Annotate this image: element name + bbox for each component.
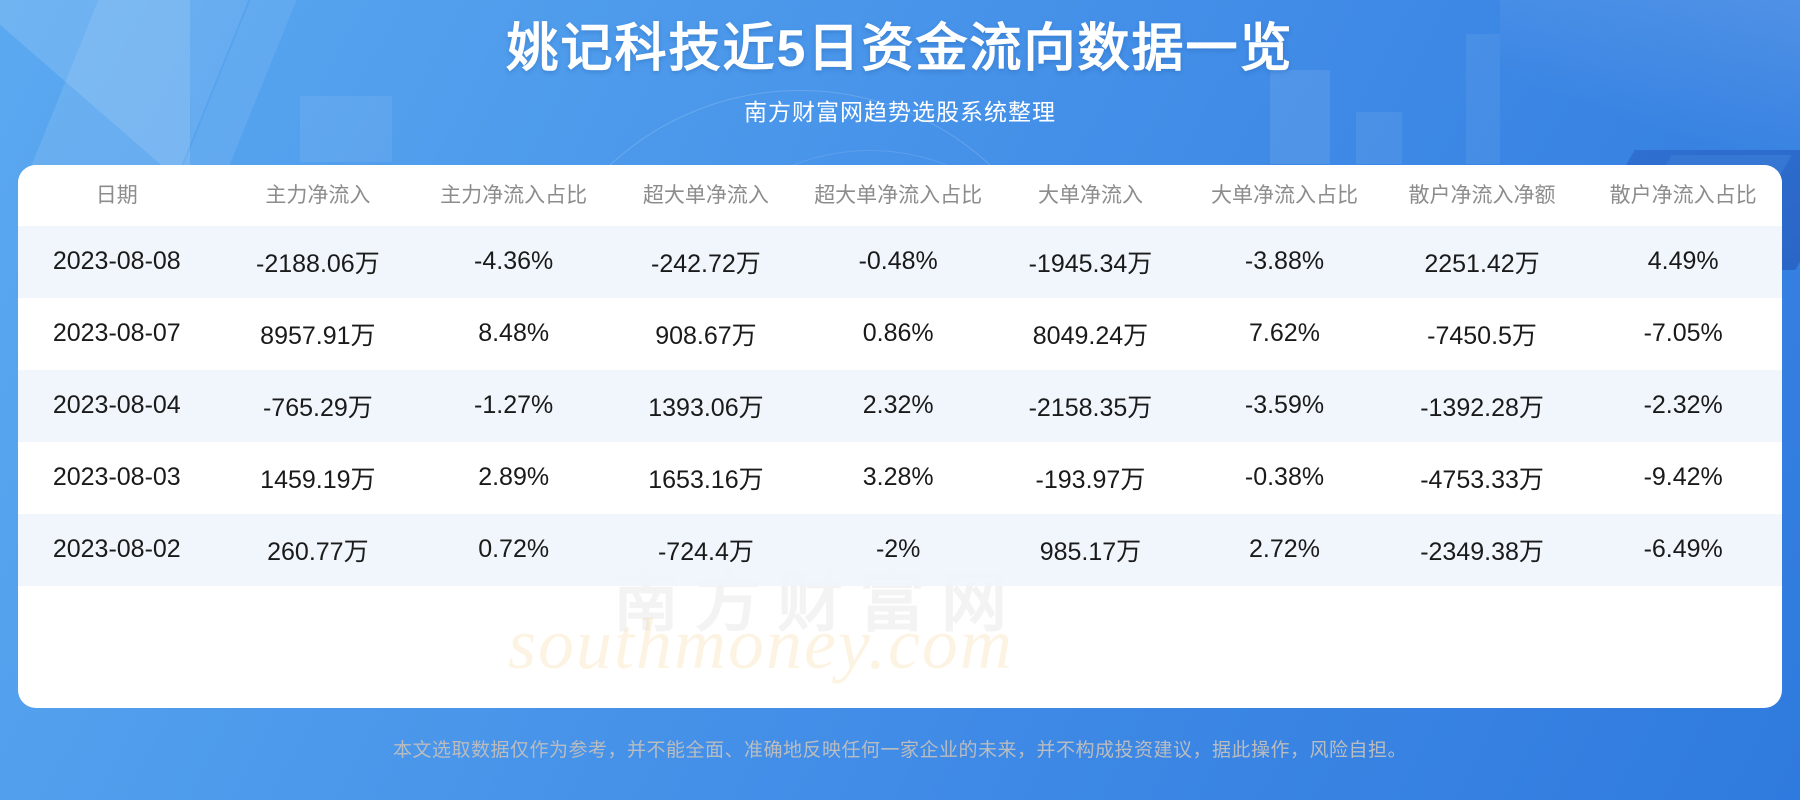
cell-date: 2023-08-08 xyxy=(18,225,216,298)
table-body: 2023-08-08 -2188.06万 -4.36% -242.72万 -0.… xyxy=(18,225,1782,586)
cell-xl-pct: 3.28% xyxy=(804,441,992,514)
cell-main-net: 1459.19万 xyxy=(215,441,421,514)
page-title: 姚记科技近5日资金流向数据一览 xyxy=(506,20,1294,78)
column-header-main-pct: 主力净流入占比 xyxy=(420,165,608,226)
cell-date: 2023-08-02 xyxy=(18,513,216,586)
cell-xl-pct: 2.32% xyxy=(804,369,992,442)
data-table-card: 南方财富网 southmoney.com 日期 主力净流入 主力净流入占比 超大… xyxy=(18,165,1782,708)
cell-main-pct: 2.89% xyxy=(420,441,608,514)
cell-xl-pct: 0.86% xyxy=(804,297,992,370)
cell-retail-net: 2251.42万 xyxy=(1379,225,1585,298)
cell-lg-net: -1945.34万 xyxy=(991,225,1190,298)
cell-lg-net: 8049.24万 xyxy=(991,297,1190,370)
banner-header: 姚记科技近5日资金流向数据一览 南方财富网趋势选股系统整理 xyxy=(0,0,1800,128)
cell-xl-net: -242.72万 xyxy=(607,225,805,298)
cell-date: 2023-08-03 xyxy=(18,441,216,514)
column-header-main-net: 主力净流入 xyxy=(215,165,421,226)
table-header: 日期 主力净流入 主力净流入占比 超大单净流入 超大单净流入占比 大单净流入 大… xyxy=(18,165,1782,226)
table-row: 2023-08-08 -2188.06万 -4.36% -242.72万 -0.… xyxy=(18,225,1782,298)
money-flow-table: 日期 主力净流入 主力净流入占比 超大单净流入 超大单净流入占比 大单净流入 大… xyxy=(18,165,1782,586)
table-row: 2023-08-02 260.77万 0.72% -724.4万 -2% 985… xyxy=(18,513,1782,586)
cell-lg-net: -193.97万 xyxy=(991,441,1190,514)
column-header-lg-pct: 大单净流入占比 xyxy=(1189,165,1380,226)
cell-xl-pct: -0.48% xyxy=(804,225,992,298)
page-subtitle: 南方财富网趋势选股系统整理 xyxy=(744,99,1056,126)
column-header-retail-pct: 散户净流入占比 xyxy=(1584,165,1782,226)
cell-main-pct: -1.27% xyxy=(420,369,608,442)
column-header-date: 日期 xyxy=(18,165,216,226)
cell-retail-pct: -9.42% xyxy=(1584,441,1782,514)
cell-main-pct: -4.36% xyxy=(420,225,608,298)
cell-main-net: 8957.91万 xyxy=(215,297,421,370)
cell-xl-net: 1393.06万 xyxy=(607,369,805,442)
cell-main-net: -765.29万 xyxy=(215,369,421,442)
cell-main-net: 260.77万 xyxy=(215,513,421,586)
column-header-xl-pct: 超大单净流入占比 xyxy=(804,165,992,226)
cell-retail-net: -4753.33万 xyxy=(1379,441,1585,514)
cell-main-pct: 0.72% xyxy=(420,513,608,586)
cell-lg-pct: -3.88% xyxy=(1189,225,1380,298)
column-header-retail-net: 散户净流入净额 xyxy=(1379,165,1585,226)
cell-date: 2023-08-04 xyxy=(18,369,216,442)
cell-main-pct: 8.48% xyxy=(420,297,608,370)
table-header-row: 日期 主力净流入 主力净流入占比 超大单净流入 超大单净流入占比 大单净流入 大… xyxy=(18,165,1782,226)
cell-retail-net: -1392.28万 xyxy=(1379,369,1585,442)
cell-retail-pct: -2.32% xyxy=(1584,369,1782,442)
column-header-xl-net: 超大单净流入 xyxy=(607,165,805,226)
cell-main-net: -2188.06万 xyxy=(215,225,421,298)
cell-xl-net: 908.67万 xyxy=(607,297,805,370)
cell-lg-pct: -0.38% xyxy=(1189,441,1380,514)
cell-lg-pct: -3.59% xyxy=(1189,369,1380,442)
cell-retail-pct: 4.49% xyxy=(1584,225,1782,298)
cell-retail-pct: -6.49% xyxy=(1584,513,1782,586)
cell-xl-net: 1653.16万 xyxy=(607,441,805,514)
cell-lg-pct: 2.72% xyxy=(1189,513,1380,586)
cell-xl-net: -724.4万 xyxy=(607,513,805,586)
table-row: 2023-08-03 1459.19万 2.89% 1653.16万 3.28%… xyxy=(18,441,1782,514)
cell-retail-net: -7450.5万 xyxy=(1379,297,1585,370)
cell-lg-net: 985.17万 xyxy=(991,513,1190,586)
disclaimer-text: 本文选取数据仅作为参考，并不能全面、准确地反映任何一家企业的未来，并不构成投资建… xyxy=(392,740,1407,761)
cell-retail-net: -2349.38万 xyxy=(1379,513,1585,586)
cell-xl-pct: -2% xyxy=(804,513,992,586)
cell-lg-net: -2158.35万 xyxy=(991,369,1190,442)
cell-lg-pct: 7.62% xyxy=(1189,297,1380,370)
cell-retail-pct: -7.05% xyxy=(1584,297,1782,370)
cell-date: 2023-08-07 xyxy=(18,297,216,370)
watermark-english: southmoney.com xyxy=(508,604,1014,684)
table-row: 2023-08-07 8957.91万 8.48% 908.67万 0.86% … xyxy=(18,297,1782,370)
table-row: 2023-08-04 -765.29万 -1.27% 1393.06万 2.32… xyxy=(18,369,1782,442)
column-header-lg-net: 大单净流入 xyxy=(991,165,1190,226)
